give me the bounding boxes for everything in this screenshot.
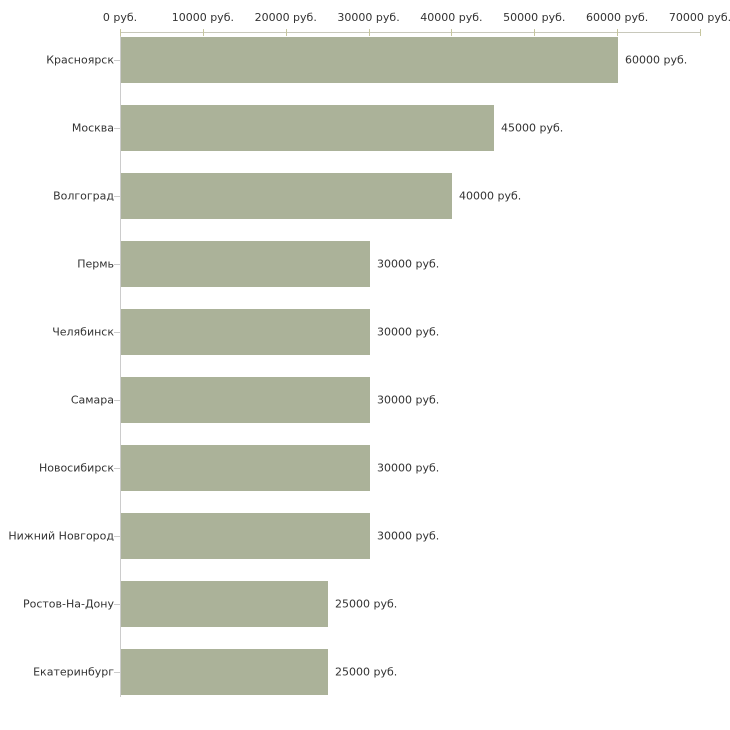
value-label: 30000 руб. bbox=[377, 257, 440, 271]
value-label: 30000 руб. bbox=[377, 325, 440, 339]
category-label: Красноярск bbox=[46, 53, 114, 67]
value-axis-tick bbox=[700, 29, 701, 36]
category-label: Челябинск bbox=[52, 325, 114, 339]
value-axis-tick bbox=[120, 29, 121, 36]
category-axis-tick bbox=[114, 672, 120, 673]
value-axis-tick bbox=[534, 29, 536, 36]
value-label: 25000 руб. bbox=[335, 665, 398, 679]
value-axis-tick-label: 70000 руб. bbox=[668, 11, 730, 24]
category-label: Самара bbox=[70, 393, 114, 407]
value-label: 60000 руб. bbox=[625, 53, 688, 67]
value-label: 30000 руб. bbox=[377, 393, 440, 407]
category-label: Волгоград bbox=[53, 189, 114, 203]
bar bbox=[121, 581, 328, 627]
value-axis-tick-label: 50000 руб. bbox=[503, 11, 566, 24]
category-axis-tick bbox=[114, 60, 120, 61]
value-axis-tick-label: 20000 руб. bbox=[254, 11, 317, 24]
category-axis-tick bbox=[114, 536, 120, 537]
bar bbox=[121, 445, 370, 491]
value-label: 40000 руб. bbox=[459, 189, 522, 203]
value-label: 30000 руб. bbox=[377, 461, 440, 475]
bar bbox=[121, 649, 328, 695]
value-axis-tick-label: 0 руб. bbox=[102, 11, 138, 24]
category-label: Екатеринбург bbox=[33, 665, 114, 679]
value-axis-tick bbox=[368, 29, 370, 36]
bar bbox=[121, 105, 494, 151]
category-label: Нижний Новгород bbox=[8, 529, 114, 543]
category-label: Новосибирск bbox=[38, 461, 114, 475]
category-axis-tick bbox=[114, 400, 120, 401]
value-label: 45000 руб. bbox=[501, 121, 564, 135]
value-axis-tick bbox=[451, 29, 453, 36]
category-label: Ростов-На-Дону bbox=[22, 597, 114, 611]
value-axis-tick bbox=[202, 29, 204, 36]
plot-area: 0 руб. 10000 руб. 20000 руб. 30000 руб. 4000… bbox=[103, 11, 730, 697]
category-axis-line bbox=[120, 32, 121, 697]
category-label: Пермь bbox=[77, 257, 114, 271]
value-axis-tick-label: 10000 руб. bbox=[171, 11, 234, 24]
bar bbox=[121, 377, 370, 423]
category-axis-tick bbox=[114, 604, 120, 605]
bar bbox=[121, 513, 370, 559]
value-axis-tick bbox=[285, 29, 287, 36]
value-axis-tick-label: 30000 руб. bbox=[337, 11, 400, 24]
bar bbox=[121, 241, 370, 287]
category-axis-tick bbox=[114, 128, 120, 129]
bar bbox=[121, 37, 618, 83]
value-axis-tick bbox=[617, 29, 619, 36]
category-axis-tick bbox=[114, 468, 120, 469]
value-label: 30000 руб. bbox=[377, 529, 440, 543]
value-axis-line bbox=[120, 32, 701, 33]
value-axis-tick-label: 40000 руб. bbox=[420, 11, 483, 24]
bar bbox=[121, 309, 370, 355]
value-label: 25000 руб. bbox=[335, 597, 398, 611]
category-axis-tick bbox=[114, 264, 120, 265]
category-label: Москва bbox=[71, 121, 114, 135]
bar bbox=[121, 173, 452, 219]
category-axis-tick bbox=[114, 196, 120, 197]
category-axis-tick bbox=[114, 332, 120, 333]
value-axis-tick-label: 60000 руб. bbox=[586, 11, 649, 24]
